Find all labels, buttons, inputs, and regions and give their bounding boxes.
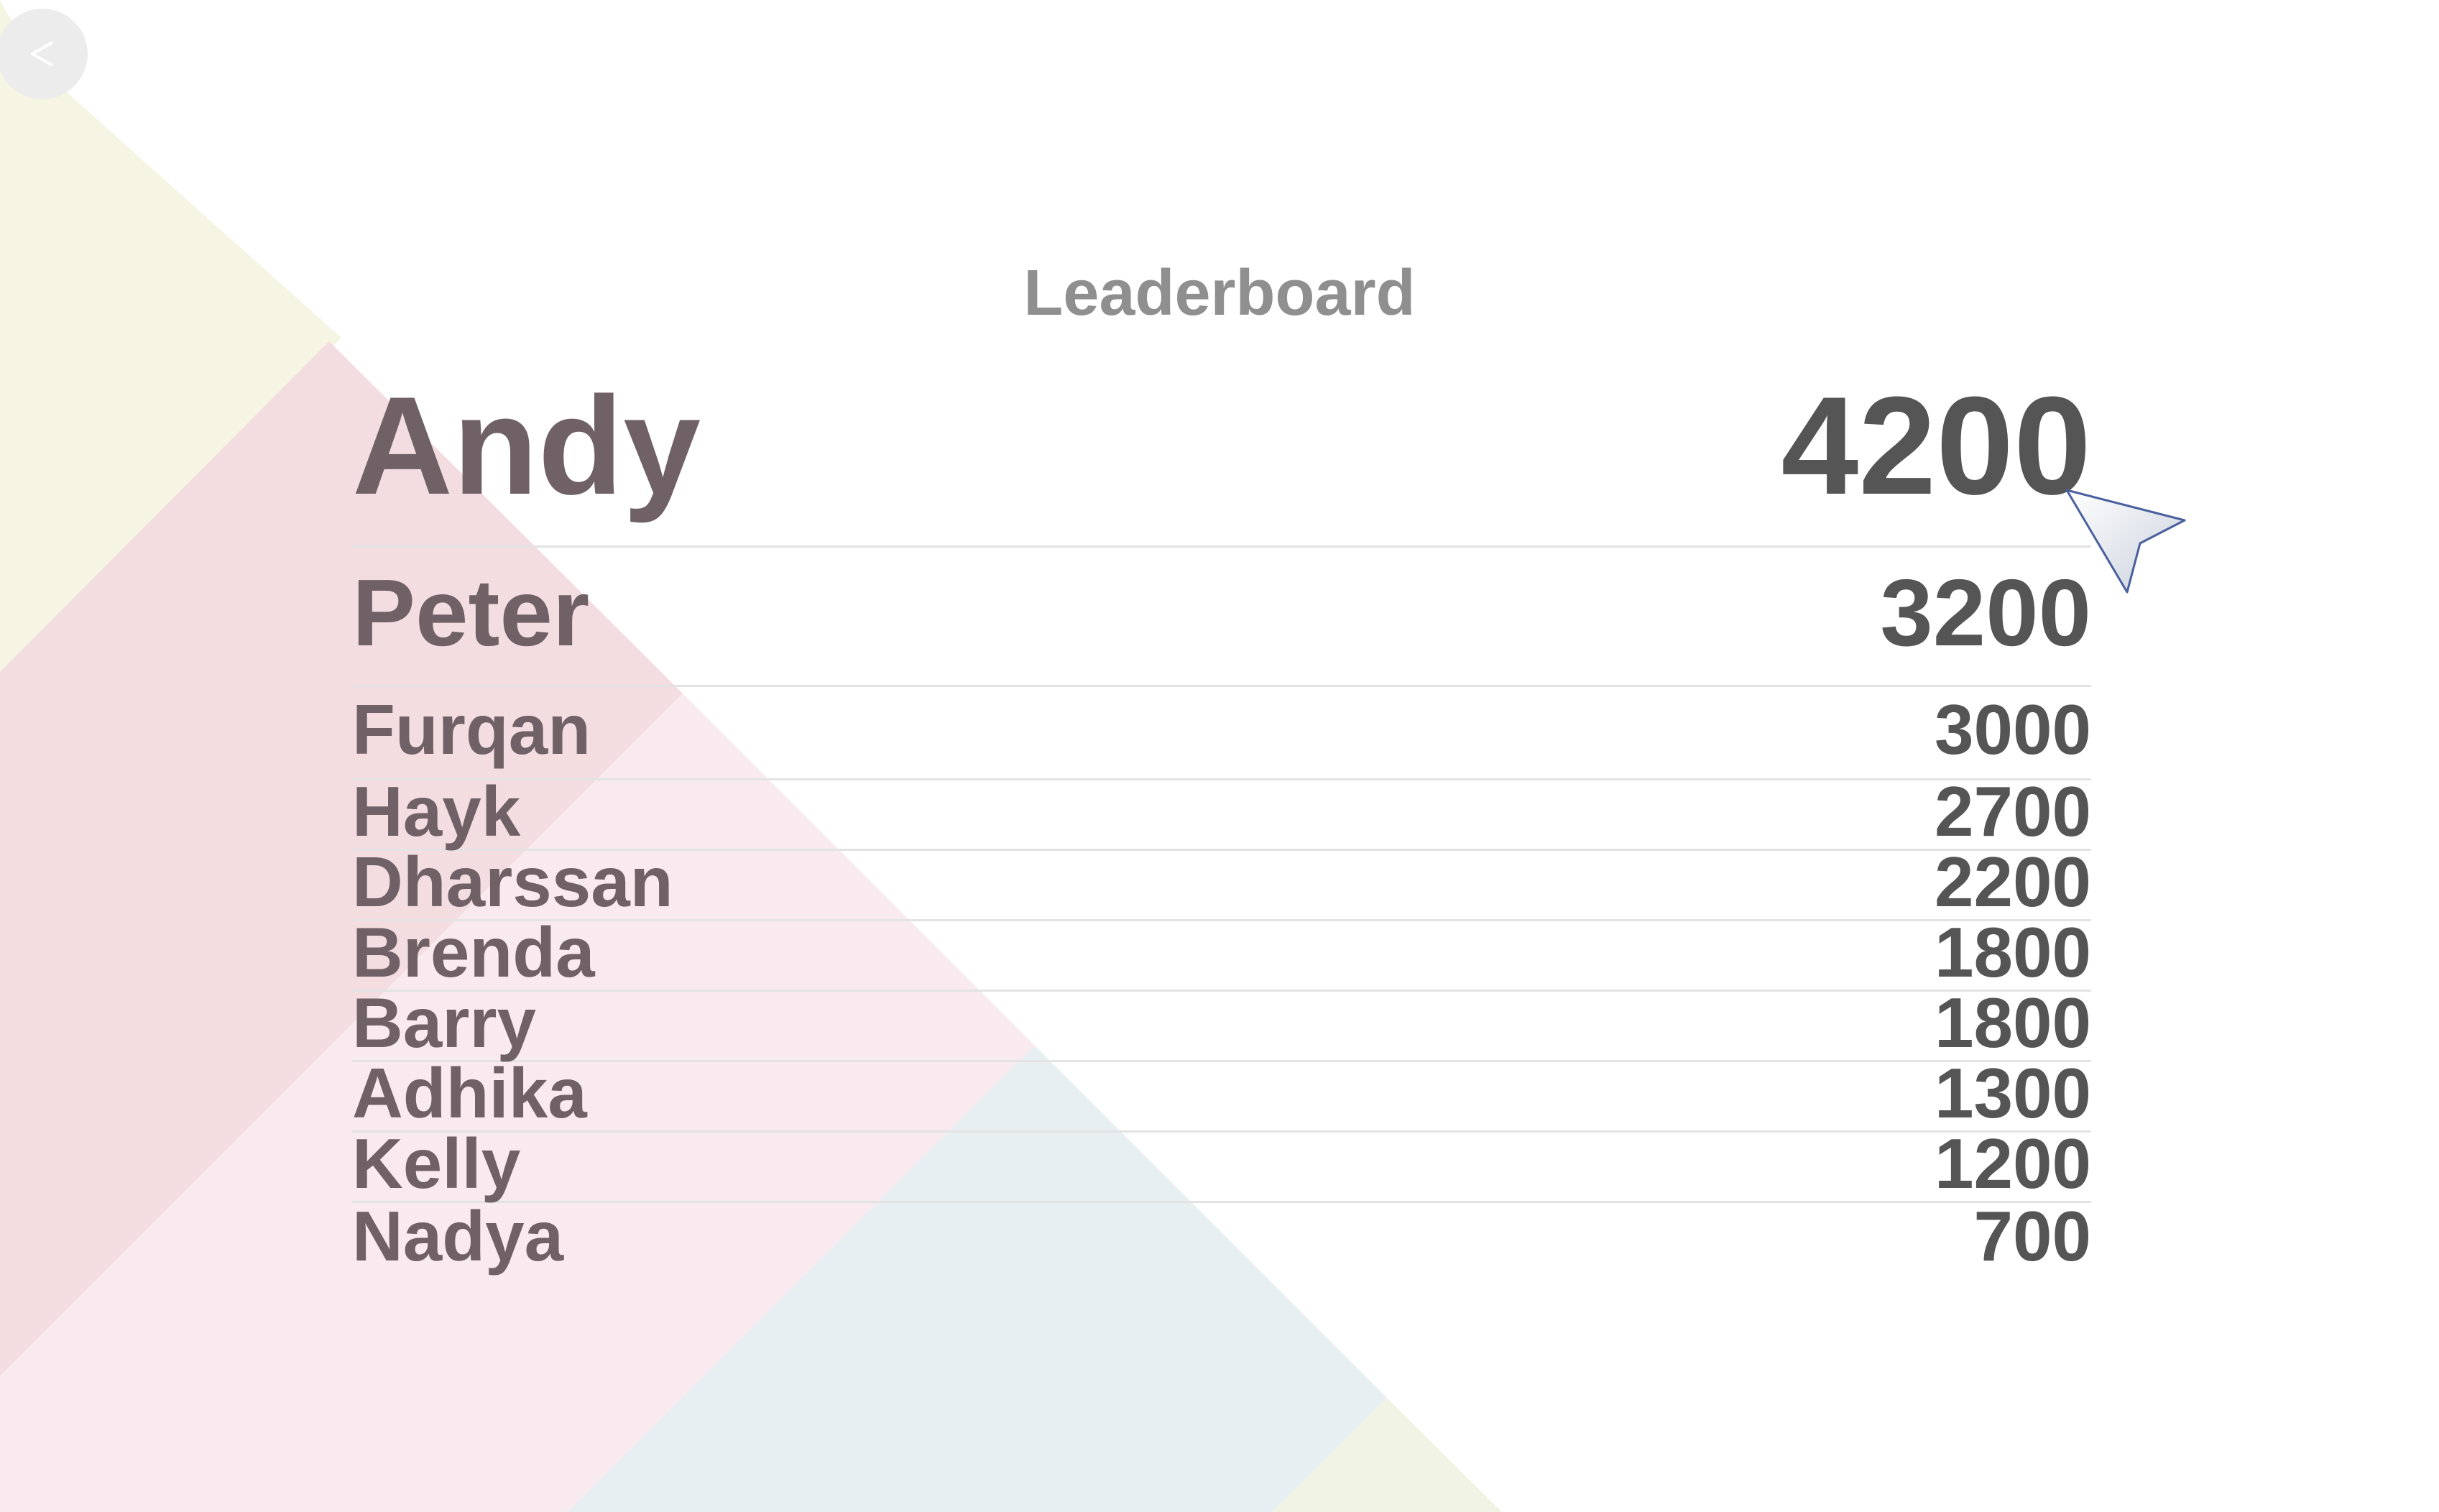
leaderboard-row: Kelly 1200 bbox=[352, 1126, 2091, 1203]
leaderboard-row: Adhika 1300 bbox=[352, 1056, 2091, 1133]
player-score: 2200 bbox=[1934, 842, 2091, 921]
player-score: 1200 bbox=[1934, 1124, 2091, 1203]
decor-light-pink-triangle bbox=[0, 693, 1035, 1512]
leaderboard-row: Hayk 2700 bbox=[352, 774, 2091, 851]
player-score: 3000 bbox=[1934, 690, 2091, 769]
decor-pink-band bbox=[0, 341, 683, 1376]
leaderboard-row: Nadya 700 bbox=[352, 1199, 2091, 1273]
decor-blue-band bbox=[568, 1046, 1387, 1512]
player-name: Andy bbox=[352, 368, 701, 524]
leaderboard-row: Dharssan 2200 bbox=[352, 844, 2091, 921]
back-button[interactable] bbox=[0, 9, 88, 99]
player-name: Dharssan bbox=[352, 842, 673, 921]
leaderboard-row: Barry 1800 bbox=[352, 985, 2091, 1062]
leaderboard-row: Andy 4200 bbox=[352, 374, 2091, 548]
leaderboard-row: Furqan 3000 bbox=[352, 687, 2091, 780]
player-name: Kelly bbox=[352, 1124, 521, 1203]
leaderboard-row: Brenda 1800 bbox=[352, 915, 2091, 992]
player-score: 2700 bbox=[1934, 772, 2091, 851]
page-title: Leaderboard bbox=[1023, 257, 1416, 329]
player-name: Peter bbox=[352, 560, 590, 665]
player-name: Brenda bbox=[352, 913, 595, 992]
player-name: Nadya bbox=[352, 1197, 564, 1276]
decor-yellow-triangle bbox=[0, 0, 341, 672]
decor-green-triangle bbox=[1272, 1398, 1502, 1512]
player-score: 4200 bbox=[1781, 368, 2091, 524]
player-name: Adhika bbox=[352, 1054, 587, 1133]
mouse-pointer-icon bbox=[2065, 489, 2186, 594]
leaderboard-row: Peter 3200 bbox=[352, 548, 2091, 687]
player-name: Hayk bbox=[352, 772, 521, 851]
player-score: 1800 bbox=[1934, 913, 2091, 992]
player-score: 700 bbox=[1973, 1197, 2091, 1276]
player-name: Furqan bbox=[352, 690, 591, 769]
player-score: 1800 bbox=[1934, 983, 2091, 1062]
chevron-left-icon bbox=[31, 41, 53, 67]
player-score: 3200 bbox=[1880, 560, 2091, 665]
player-score: 1300 bbox=[1934, 1054, 2091, 1133]
player-name: Barry bbox=[352, 983, 537, 1062]
